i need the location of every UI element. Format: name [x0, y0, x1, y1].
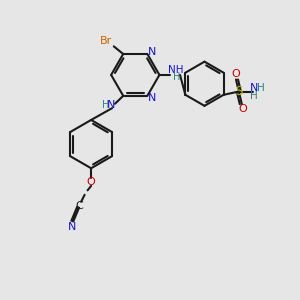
Text: S: S — [235, 85, 243, 98]
Text: H: H — [172, 72, 180, 82]
Text: O: O — [87, 177, 95, 187]
Text: H: H — [250, 91, 258, 101]
Text: O: O — [231, 70, 240, 80]
Text: Br: Br — [100, 36, 112, 46]
Text: N: N — [148, 47, 157, 57]
Text: N: N — [68, 222, 76, 232]
Text: N: N — [250, 83, 258, 93]
Text: O: O — [238, 104, 247, 114]
Text: NH: NH — [168, 64, 183, 75]
Text: N: N — [107, 100, 116, 110]
Text: H: H — [102, 100, 109, 110]
Text: H: H — [257, 83, 265, 93]
Text: N: N — [148, 93, 157, 103]
Text: C: C — [76, 201, 83, 211]
